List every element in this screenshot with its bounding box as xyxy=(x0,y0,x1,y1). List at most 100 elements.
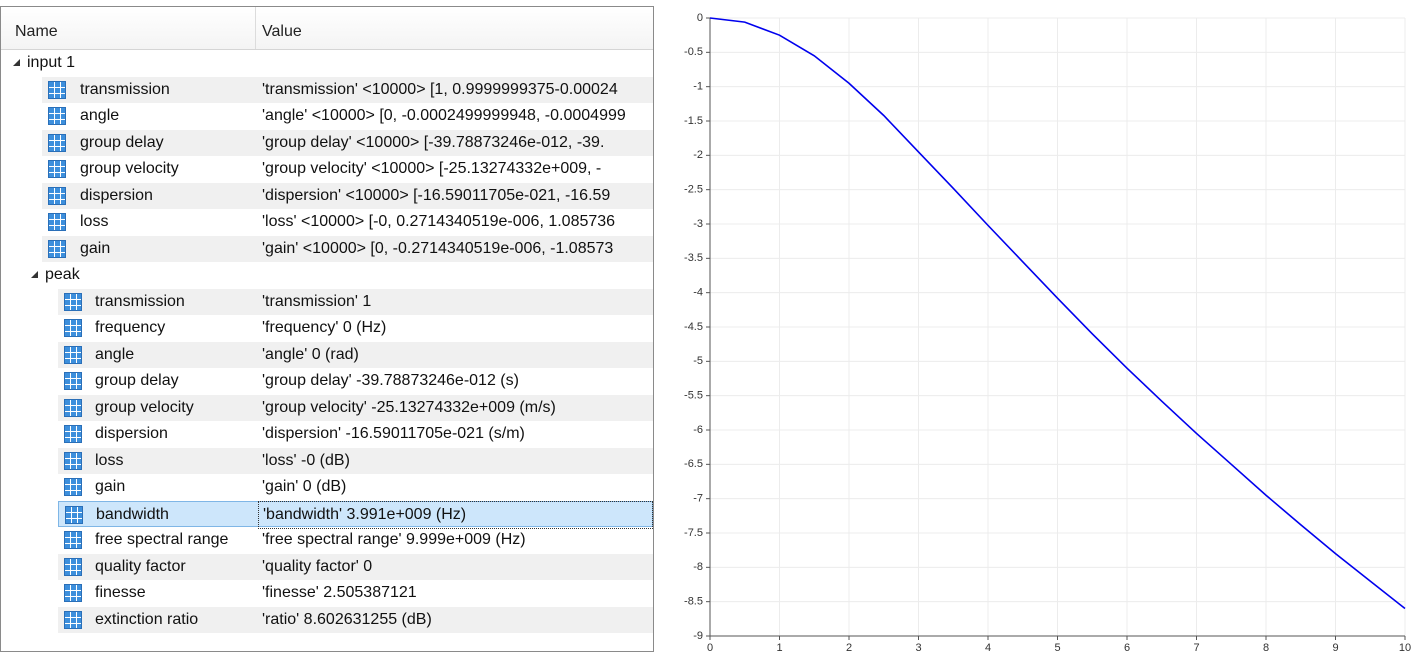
tree-row[interactable]: transmission 'transmission' 1 xyxy=(58,288,653,315)
item-value: 'angle' 0 (rad) xyxy=(262,345,359,363)
tree-row[interactable]: gain 'gain' <10000> [0, -0.2714340519e-00… xyxy=(42,235,653,262)
tree-row[interactable]: frequency 'frequency' 0 (Hz) xyxy=(58,315,653,341)
item-name: quality factor xyxy=(95,557,186,575)
column-header[interactable]: Value xyxy=(262,23,302,40)
item-icon xyxy=(64,610,82,629)
item-value: 'frequency' 0 (Hz) xyxy=(262,319,387,336)
item-icon xyxy=(64,319,82,337)
item-name: angle xyxy=(95,345,135,363)
x-tick-label: 6 xyxy=(1124,642,1130,654)
item-value: 'group velocity' -25.13274332e+009 (m/s) xyxy=(262,398,556,416)
x-tick-label: 0 xyxy=(707,642,713,654)
item-name: group delay xyxy=(95,372,179,389)
x-tick-label: 2 xyxy=(846,642,852,654)
tree-row[interactable]: gain 'gain' 0 (dB) xyxy=(58,474,653,500)
tree-row[interactable]: loss 'loss' <10000> [-0, 0.2714340519e-00… xyxy=(42,209,653,235)
tree-row[interactable]: angle 'angle' 0 (rad) xyxy=(58,341,653,368)
item-name: angle xyxy=(80,107,120,124)
item-value: 'group delay' <10000> [-39.78873246e-012… xyxy=(262,133,605,151)
y-tick-label: -5 xyxy=(693,355,703,367)
item-name: group velocity xyxy=(95,398,194,416)
y-tick-label: -4.5 xyxy=(684,321,703,333)
y-tick-label: -8 xyxy=(693,561,703,573)
y-tick-label: -8.5 xyxy=(684,596,703,608)
item-value: 'loss' <10000> [-0, 0.2714340519e-006, 1… xyxy=(262,213,616,230)
column-header[interactable]: Name xyxy=(15,23,58,40)
item-name: gain xyxy=(80,239,111,257)
item-value: 'quality factor' 0 xyxy=(262,557,373,575)
y-tick-label: -9 xyxy=(693,630,703,642)
item-icon xyxy=(48,186,66,205)
y-tick-label: -5.5 xyxy=(684,390,703,402)
item-value: 'ratio' 8.602631255 (dB) xyxy=(262,610,432,628)
item-name: frequency xyxy=(95,319,166,336)
tree-row[interactable]: group delay 'group delay' <10000> [-39.78… xyxy=(42,129,653,156)
y-tick-label: -1.5 xyxy=(684,115,703,127)
x-tick-label: 10 xyxy=(1399,642,1411,654)
tree-row[interactable]: dispersion 'dispersion' -16.59011705e-021… xyxy=(58,421,653,447)
tree-row[interactable]: extinction ratio 'ratio' 8.602631255 (dB) xyxy=(58,606,653,633)
tree-row[interactable]: group velocity 'group velocity' -25.13274… xyxy=(58,394,653,421)
item-name: dispersion xyxy=(95,425,168,442)
item-name: loss xyxy=(95,451,124,469)
item-icon xyxy=(64,292,82,311)
column-separator xyxy=(255,7,256,49)
item-icon xyxy=(64,478,82,496)
item-name: free spectral range xyxy=(95,531,229,548)
tree-group-row[interactable]: input 1 xyxy=(1,50,653,76)
y-tick-label: -6.5 xyxy=(684,458,703,470)
expander[interactable] xyxy=(31,271,38,278)
item-value: 'angle' <10000> [0, -0.0002499999948, -0… xyxy=(262,107,626,124)
item-value: 'dispersion' <10000> [-16.59011705e-021,… xyxy=(262,186,611,204)
y-tick-label: -7 xyxy=(693,493,703,505)
item-value: 'loss' -0 (dB) xyxy=(262,451,350,469)
item-value: 'gain' 0 (dB) xyxy=(262,478,347,495)
item-value: 'group delay' -39.78873246e-012 (s) xyxy=(262,372,519,389)
item-value: 'bandwidth' 3.991e+009 (Hz) xyxy=(258,500,653,529)
y-tick-label: -3.5 xyxy=(684,252,703,264)
header: Name Value xyxy=(1,7,653,50)
item-icon xyxy=(64,451,82,470)
tree-row[interactable]: quality factor 'quality factor' 0 xyxy=(58,553,653,580)
y-tick-label: -3 xyxy=(693,218,703,230)
item-name: group velocity xyxy=(80,160,179,177)
item-icon xyxy=(48,213,66,231)
item-icon xyxy=(48,133,66,152)
y-tick-label: -2.5 xyxy=(684,184,703,196)
item-name: finesse xyxy=(95,584,146,601)
tree-row[interactable]: bandwidth 'bandwidth' 3.991e+009 (Hz) xyxy=(58,500,653,529)
item-icon xyxy=(64,345,82,364)
tree-row[interactable]: angle 'angle' <10000> [0, -0.000249999994… xyxy=(42,103,653,129)
item-icon xyxy=(64,531,82,549)
item-name: dispersion xyxy=(80,186,153,204)
tree-row[interactable]: group delay 'group delay' -39.78873246e-0… xyxy=(58,368,653,394)
group-name: peak xyxy=(45,266,80,283)
item-icon xyxy=(64,398,82,417)
y-tick-label: -7.5 xyxy=(684,527,703,539)
tree-row[interactable]: finesse 'finesse' 2.505387121 xyxy=(58,580,653,606)
tree-row[interactable]: transmission 'transmission' <10000> [1, 0… xyxy=(42,76,653,103)
item-name: transmission xyxy=(95,292,185,310)
tree-row[interactable]: free spectral range 'free spectral range'… xyxy=(58,527,653,553)
item-icon xyxy=(48,80,66,99)
x-tick-label: 8 xyxy=(1263,642,1269,654)
item-name: extinction ratio xyxy=(95,610,199,628)
item-value: 'gain' <10000> [0, -0.2714340519e-006, -… xyxy=(262,239,614,257)
y-tick-label: 0 xyxy=(697,12,703,24)
tree-row[interactable]: dispersion 'dispersion' <10000> [-16.5901… xyxy=(42,182,653,209)
tree-row[interactable]: loss 'loss' -0 (dB) xyxy=(58,447,653,474)
expander[interactable] xyxy=(13,59,20,66)
y-tick-label: -1 xyxy=(693,81,703,93)
tree-row[interactable]: group velocity 'group velocity' <10000> [… xyxy=(42,156,653,182)
item-icon xyxy=(48,160,66,178)
item-value: 'dispersion' -16.59011705e-021 (s/m) xyxy=(262,425,525,442)
y-tick-label: -4 xyxy=(693,287,703,299)
item-icon xyxy=(64,584,82,602)
item-icon xyxy=(64,372,82,390)
item-icon xyxy=(65,505,83,524)
item-icon xyxy=(64,425,82,443)
item-icon xyxy=(64,557,82,576)
item-value: 'free spectral range' 9.999e+009 (Hz) xyxy=(262,531,526,548)
x-tick-label: 7 xyxy=(1193,642,1199,654)
tree-group-row[interactable]: peak xyxy=(1,262,653,288)
